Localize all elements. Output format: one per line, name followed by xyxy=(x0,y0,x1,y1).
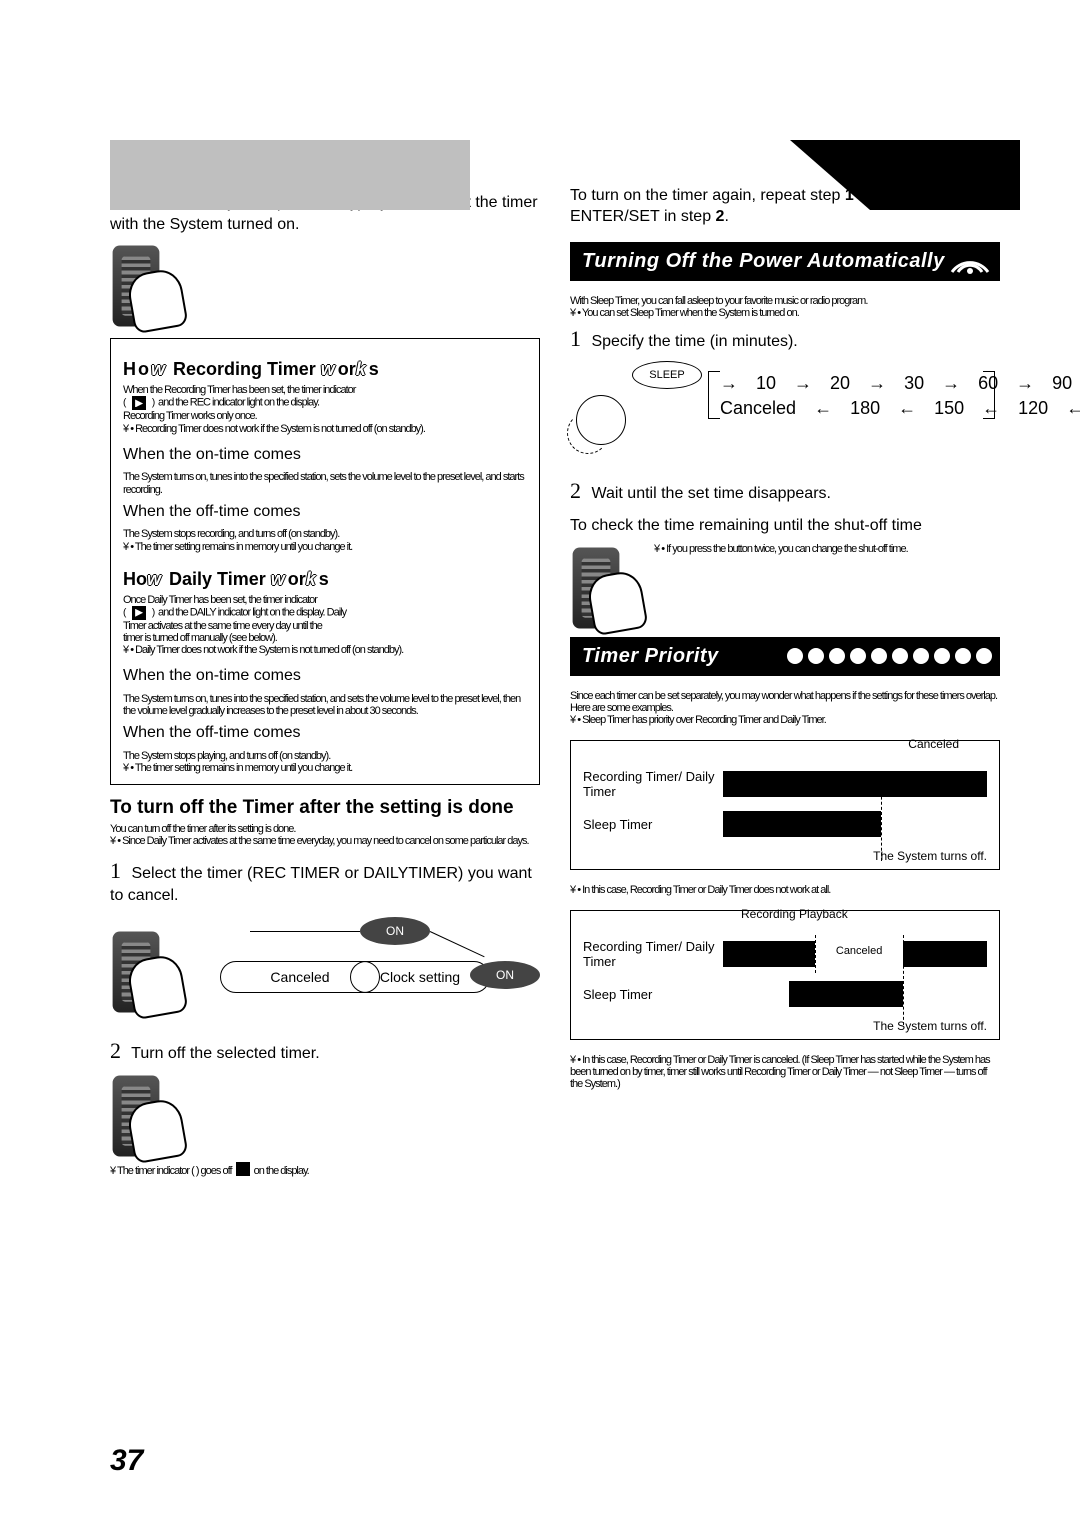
band-circles-icon xyxy=(787,648,992,664)
rec-on-time-body: The System turns on, tunes into the spec… xyxy=(123,471,527,495)
turnoff-bullet: ¥ • Since Daily Timer activates at the s… xyxy=(110,835,540,847)
cancel-step-1: 1 Select the timer (REC TIMER or DAILYTI… xyxy=(110,857,540,906)
tl2-row1-label: Recording Timer/ Daily Timer xyxy=(583,939,723,969)
sleep-wifi-icon xyxy=(950,248,990,274)
daily-desc-3: Timer activates at the same time every d… xyxy=(123,620,527,632)
left-column: 3 Turn off the System (on standby) if yo… xyxy=(110,180,540,1177)
remote-illustration-3 xyxy=(570,543,640,623)
cancel-step-2-text: Turn off the selected timer. xyxy=(131,1045,320,1062)
tl1-bar2 xyxy=(723,811,987,837)
cancel-step-1-text: Select the timer (REC TIMER or DAILYTIME… xyxy=(110,865,532,904)
timeline-box-2: Recording Playback Recording Timer/ Dail… xyxy=(570,910,1000,1040)
cancel-diagram: ON Canceled Clock setting ON xyxy=(110,917,540,1027)
cancel-step-1-num: 1 xyxy=(110,858,121,883)
timer-icon-small xyxy=(236,1162,250,1176)
timeline-box-1: Canceled Recording Timer/ Daily Timer Sl… xyxy=(570,740,1000,870)
header-black-banner xyxy=(870,140,1020,210)
on-oval-2: ON xyxy=(470,961,540,989)
band-auto-off-label: Turning Off the Power Automatically xyxy=(582,250,945,272)
daily-off-time-head: When the off-time comes xyxy=(123,723,527,744)
check-remaining-row: ¥ • If you press the button twice, you c… xyxy=(570,543,1000,623)
timeline-intertext: ¥ • In this case, Recording Timer or Dai… xyxy=(570,884,1000,896)
sleep-intro: With Sleep Timer, you can fall asleep to… xyxy=(570,295,1000,307)
right-column: To turn on the timer again, repeat step … xyxy=(570,180,1000,1177)
recording-timer-box: How Recording Timer works When the Recor… xyxy=(110,338,540,785)
recording-timer-title: How Recording Timer works xyxy=(123,359,527,380)
header-gray-bar xyxy=(110,140,470,210)
daily-on-time-head: When the on-time comes xyxy=(123,666,527,687)
sleep-bullet-pre: ¥ • You can set Sleep Timer when the Sys… xyxy=(570,307,1000,319)
rec-desc-3: Recording Timer works only once. xyxy=(123,410,527,422)
rec-off-bullet: ¥ • The timer setting remains in memory … xyxy=(123,541,527,553)
cancel-step-2-num: 2 xyxy=(110,1038,121,1063)
check-remaining-bullet: ¥ • If you press the button twice, you c… xyxy=(654,543,908,555)
page-number: 37 xyxy=(110,1444,143,1478)
band-priority-label: Timer Priority xyxy=(582,645,719,667)
tl2-row2-label: Sleep Timer xyxy=(583,987,723,1002)
tl1-row2-label: Sleep Timer xyxy=(583,817,723,832)
daily-desc-4: timer is turned off manually (see below)… xyxy=(123,632,527,644)
daily-timer-title: How Daily Timer works xyxy=(123,569,527,590)
rec-on-time-head: When the on-time comes xyxy=(123,445,527,466)
final-bullet: ¥ • In this case, Recording Timer or Dai… xyxy=(570,1054,1000,1090)
section-band-auto-off: Turning Off the Power Automatically xyxy=(570,242,1000,281)
sleep-step-2: 2 Wait until the set time disappears. xyxy=(570,477,1000,506)
remote-illustration-2 xyxy=(110,1071,540,1156)
on-oval-1: ON xyxy=(360,917,430,945)
tl1-bar1 xyxy=(723,771,987,797)
timer-icon xyxy=(132,396,146,410)
remote-illustration-1 xyxy=(110,241,540,326)
tl2-caption: The System turns off. xyxy=(583,1019,987,1033)
tl2-bar2 xyxy=(723,981,987,1007)
daily-desc-1: Once Daily Timer has been set, the timer… xyxy=(123,594,527,606)
priority-bullet: ¥ • Sleep Timer has priority over Record… xyxy=(570,714,1000,726)
tl2-mid-label: Canceled xyxy=(834,945,884,957)
timer-icon xyxy=(132,606,146,620)
sleep-step-1-text: Specify the time (in minutes). xyxy=(591,333,797,350)
tl1-row1-label: Recording Timer/ Daily Timer xyxy=(583,769,723,799)
sleep-values: → 10→ 20→ 30→ 60→ 90 Canceled← 180← 150←… xyxy=(720,369,1080,423)
clock-setting-pill: Clock setting xyxy=(350,961,490,993)
rec-desc-1: When the Recording Timer has been set, t… xyxy=(123,384,527,396)
daily-bullet: ¥ • Daily Timer does not work if the Sys… xyxy=(123,644,527,656)
turnoff-heading: To turn off the Timer after the setting … xyxy=(110,797,540,819)
check-remaining: To check the time remaining until the sh… xyxy=(570,516,1000,537)
sleep-diagram: SLEEP → 10→ 20→ 30→ 60→ 90 Canceled← 180… xyxy=(570,359,1000,469)
rec-desc-2: ( ) and the REC indicator light on the d… xyxy=(123,396,527,410)
priority-p2: Here are some examples. xyxy=(570,702,1000,714)
indicator-off-bullet: ¥ The timer indicator ( ) goes off on th… xyxy=(110,1162,540,1177)
rec-bullet: ¥ • Recording Timer does not work if the… xyxy=(123,423,527,435)
tl2-bar1: Canceled xyxy=(723,941,987,967)
section-band-priority: Timer Priority xyxy=(570,637,1000,676)
rec-off-time-head: When the off-time comes xyxy=(123,502,527,523)
daily-desc-2: ( ) and the DAILY indicator light on the… xyxy=(123,606,527,620)
sleep-step-1-num: 1 xyxy=(570,326,581,351)
cancel-step-2: 2 Turn off the selected timer. xyxy=(110,1037,540,1066)
daily-on-time-body: The System turns on, tunes into the spec… xyxy=(123,693,527,717)
sleep-step-1: 1 Specify the time (in minutes). xyxy=(570,325,1000,354)
tl1-canceled-label: Canceled xyxy=(908,737,959,751)
sleep-label-oval: SLEEP xyxy=(632,361,702,389)
tl1-caption: The System turns off. xyxy=(583,849,987,863)
rec-off-time-body: The System stops recording, and turns of… xyxy=(123,528,527,540)
daily-off-bullet: ¥ • The timer setting remains in memory … xyxy=(123,762,527,774)
sleep-step-2-num: 2 xyxy=(570,478,581,503)
sleep-step-2-text: Wait until the set time disappears. xyxy=(591,485,831,502)
daily-off-time-body: The System stops playing, and turns off … xyxy=(123,750,527,762)
priority-p1: Since each timer can be set separately, … xyxy=(570,690,1000,702)
turnoff-body: You can turn off the timer after its set… xyxy=(110,823,540,835)
sleep-button-icon xyxy=(576,395,626,445)
tl2-top-label: Recording Playback xyxy=(741,907,848,921)
